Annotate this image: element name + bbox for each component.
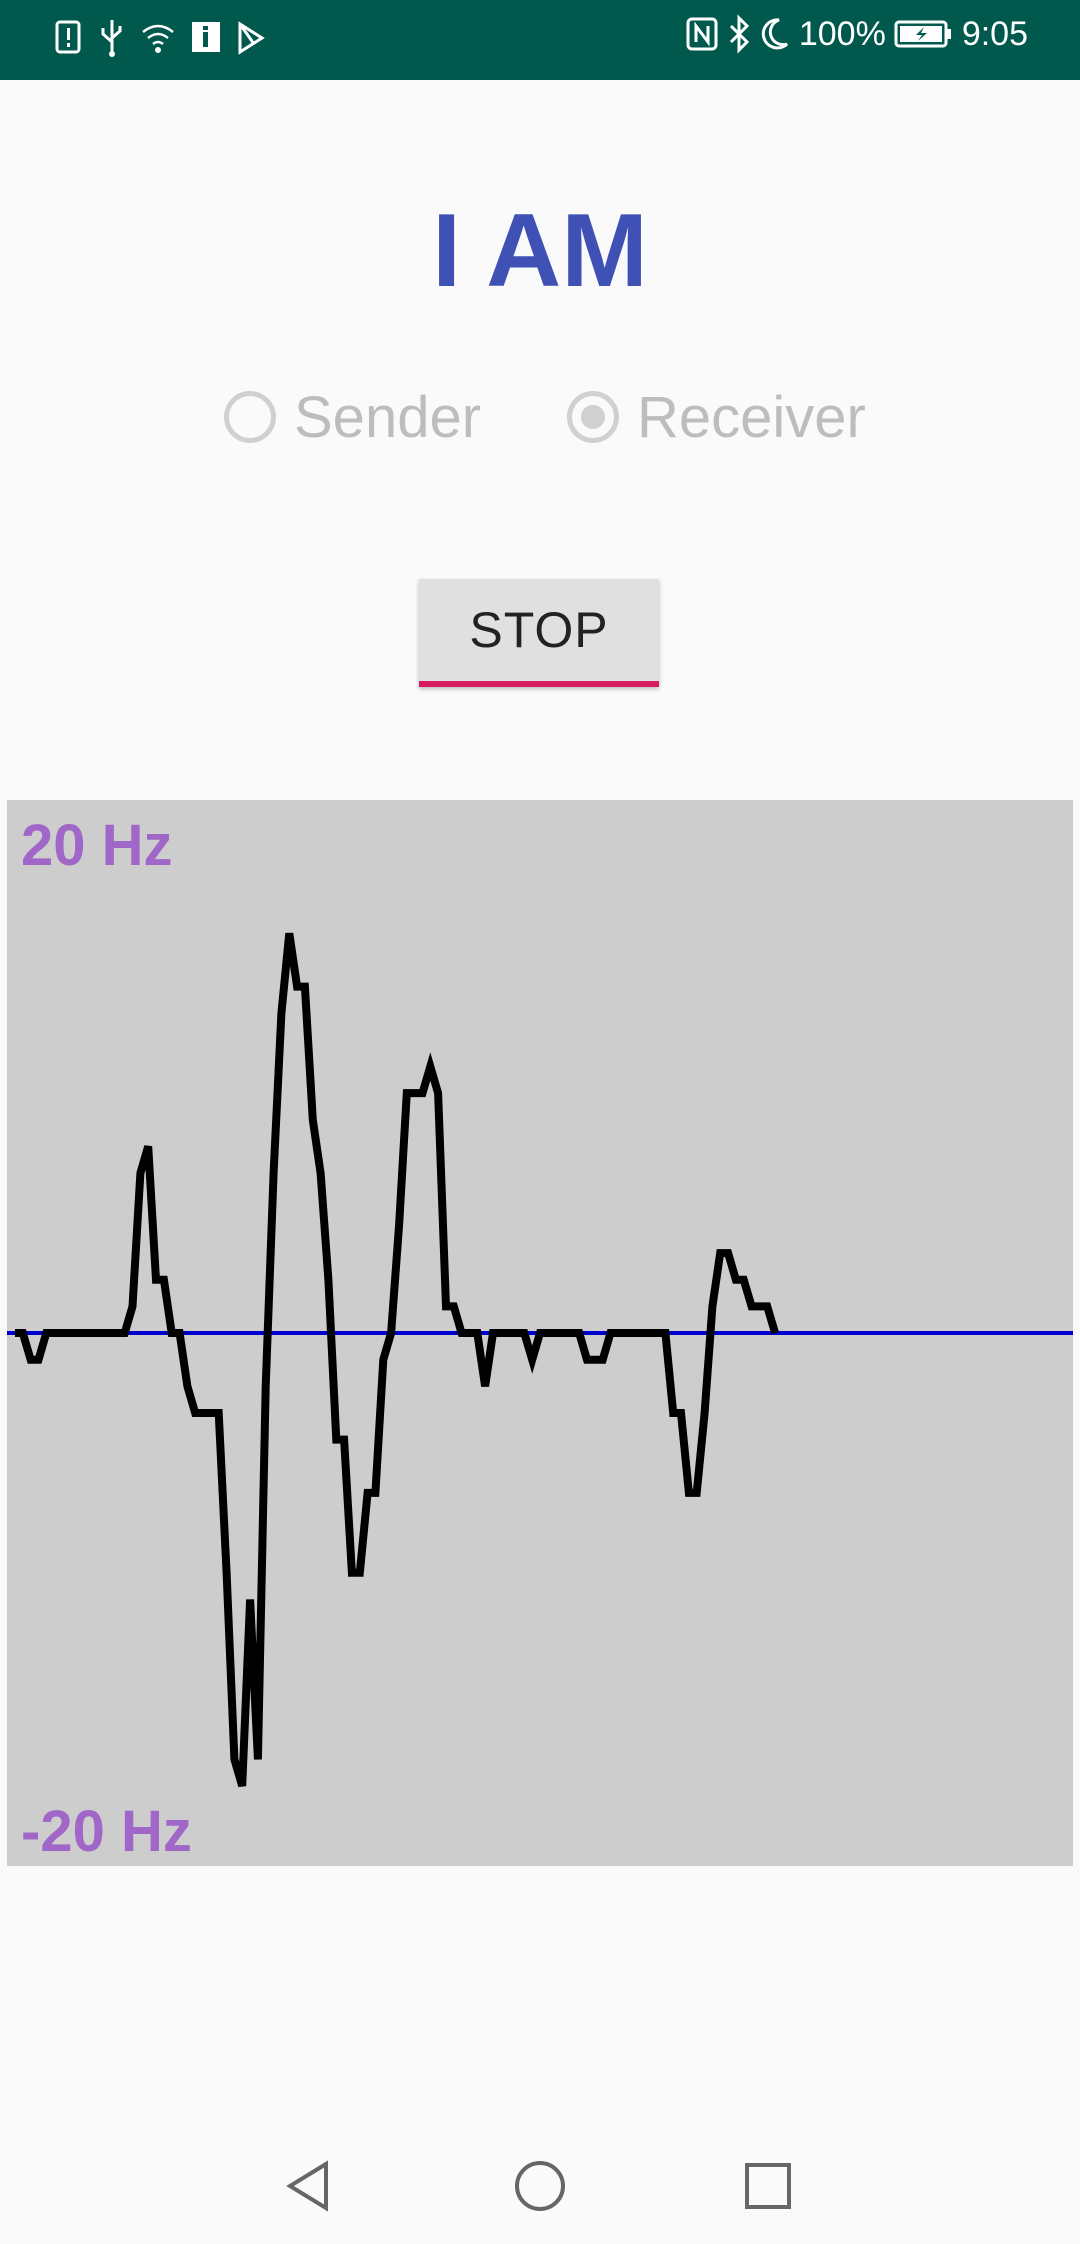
- min-frequency-label: -20 Hz: [21, 1799, 192, 1864]
- sender-radio-circle[interactable]: [224, 391, 276, 443]
- frequency-plot: [7, 932, 1073, 1788]
- page-title: I AM: [432, 193, 648, 309]
- usb-icon: [98, 18, 126, 58]
- navigation-bar: [0, 2120, 1080, 2244]
- notification-icons: [54, 18, 266, 58]
- info-icon: [190, 18, 222, 58]
- wifi-question-icon: [140, 18, 176, 58]
- clock: 9:05: [961, 14, 1028, 53]
- frequency-graph: 20 Hz -20 Hz: [7, 800, 1073, 1866]
- recent-square-icon: [745, 2163, 791, 2209]
- signal-line: [15, 932, 779, 1788]
- sender-radio[interactable]: Sender: [224, 382, 481, 452]
- moon-icon: [759, 14, 791, 54]
- back-button[interactable]: [270, 2146, 350, 2226]
- system-status: 100% 9:05: [685, 14, 1028, 54]
- receiver-radio[interactable]: Receiver: [567, 382, 866, 452]
- receiver-radio-label: Receiver: [637, 384, 866, 450]
- home-button[interactable]: [500, 2146, 580, 2226]
- recent-apps-button[interactable]: [728, 2146, 808, 2226]
- max-frequency-label: 20 Hz: [21, 813, 173, 878]
- stop-button[interactable]: STOP: [419, 579, 659, 687]
- receiver-radio-circle[interactable]: [567, 391, 619, 443]
- bluetooth-icon: [727, 14, 751, 54]
- home-circle-icon: [515, 2161, 565, 2211]
- alert-sd-icon: [54, 18, 84, 58]
- battery-icon: [894, 14, 954, 54]
- sender-radio-label: Sender: [294, 384, 482, 450]
- nfc-icon: [685, 14, 719, 54]
- role-radio-group: Sender Receiver: [0, 382, 1080, 452]
- battery-percent: 100%: [798, 14, 886, 53]
- back-triangle-icon: [286, 2160, 328, 2212]
- play-store-icon: [236, 18, 266, 58]
- status-bar: 100% 9:05: [0, 0, 1080, 80]
